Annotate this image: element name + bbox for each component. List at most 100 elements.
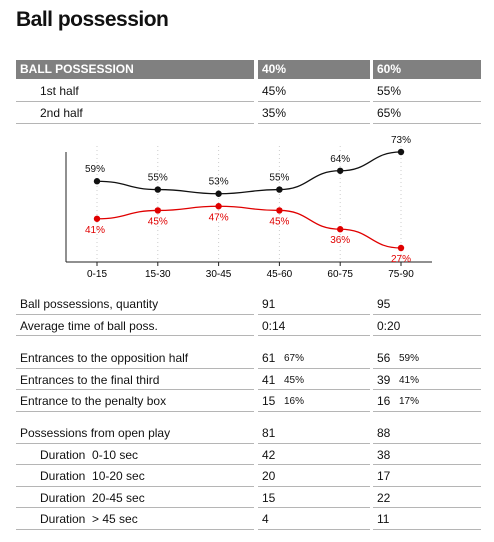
header-text: BALL POSSESSION [20,62,134,76]
table-cell [373,293,481,315]
table-cell [258,102,370,124]
row-label: Duration > 45 sec [40,512,138,527]
x-tick-label: 75-90 [388,269,414,280]
data-point [215,203,222,210]
stat-value: 91 [262,297,276,311]
header-text: 40% [262,62,287,76]
row-label: Entrance to the penalty box [20,394,167,409]
data-point [93,178,101,185]
data-label: 73% [391,135,411,146]
data-point [276,186,283,193]
x-tick-label: 45-60 [267,269,293,280]
table-cell [373,315,481,337]
table-cell [16,102,254,124]
stat-percent: 41% [399,374,420,386]
x-tick-label: 15-30 [145,269,171,280]
stat-value: 17 [377,469,391,484]
data-point [154,186,161,193]
data-label: 55% [148,173,168,184]
table-cell [258,80,370,102]
cell-text: 45% [262,84,287,98]
table-cell [16,347,254,369]
table-cell [258,369,370,391]
table-cell [16,444,254,466]
table-cell [258,315,370,337]
table-cell [16,390,254,412]
row-label: Duration 0-10 sec [40,447,139,462]
stat-value: 81 [262,426,276,440]
table-cell [373,487,481,509]
data-label: 41% [85,225,105,236]
stat-value: 39 [377,372,391,387]
data-label: 55% [269,173,289,184]
stat-value: 88 [377,426,391,440]
row-label: Possessions from open play [20,426,171,440]
data-label: 36% [330,235,350,246]
stat-value: 22 [377,490,391,505]
table-cell [373,390,481,412]
stat-value: 61 [262,351,276,365]
header-text: 60% [377,62,402,76]
cell-text: 2nd half [40,106,83,120]
stat-percent: 45% [284,374,305,386]
data-label: 45% [269,216,289,227]
x-tick-label: 60-75 [327,269,353,280]
data-point [337,226,344,233]
stat-value: 15 [262,490,276,505]
data-point [337,167,344,174]
stat-value: 0:20 [377,318,401,333]
stat-value: 0:14 [262,318,286,333]
data-label: 64% [330,154,350,165]
stat-value: 56 [377,351,391,365]
data-point [397,148,405,156]
table-cell [16,465,254,487]
table-cell [258,347,370,369]
table-cell [373,465,481,487]
stat-percent: 16% [284,396,305,408]
row-label: Duration 20-45 sec [40,490,145,505]
table-cell [373,422,481,444]
cell-text: 1st half [40,84,79,98]
table-cell [258,390,370,412]
stat-percent: 17% [399,396,420,408]
table-cell [373,444,481,466]
cell-text: 55% [377,84,402,98]
table-cell [16,369,254,391]
data-label: 47% [209,212,229,223]
row-label: Entrances to the opposition half [20,351,189,365]
table-cell [373,102,481,124]
table-cell [258,444,370,466]
header-cell [373,60,481,79]
data-point [93,215,101,222]
stat-percent: 59% [399,353,420,364]
table-cell [16,422,254,444]
table-cell [16,293,254,315]
table-cell [373,508,481,530]
stat-value: 15 [262,394,276,409]
table-cell [373,369,481,391]
stat-value: 20 [262,469,276,484]
x-tick-label: 30-45 [206,269,232,280]
stat-value: 38 [377,447,391,462]
table-cell [373,347,481,369]
cell-text: 65% [377,106,402,120]
row-label: Entrances to the final third [20,372,160,387]
header-cell [258,60,370,79]
table-cell [258,422,370,444]
x-tick-label: 0-15 [87,269,107,280]
stat-value: 4 [262,512,269,527]
header-cell [16,60,254,79]
table-cell [16,487,254,509]
stat-value: 11 [377,512,390,527]
table-cell [258,465,370,487]
series-line [96,151,402,195]
data-label: 27% [391,254,411,265]
table-cell [373,80,481,102]
stat-value: 42 [262,447,276,462]
series-line [96,205,402,249]
table-cell [16,315,254,337]
row-label: Average time of ball poss. [20,318,158,333]
table-cell [16,508,254,530]
data-label: 59% [85,164,105,175]
